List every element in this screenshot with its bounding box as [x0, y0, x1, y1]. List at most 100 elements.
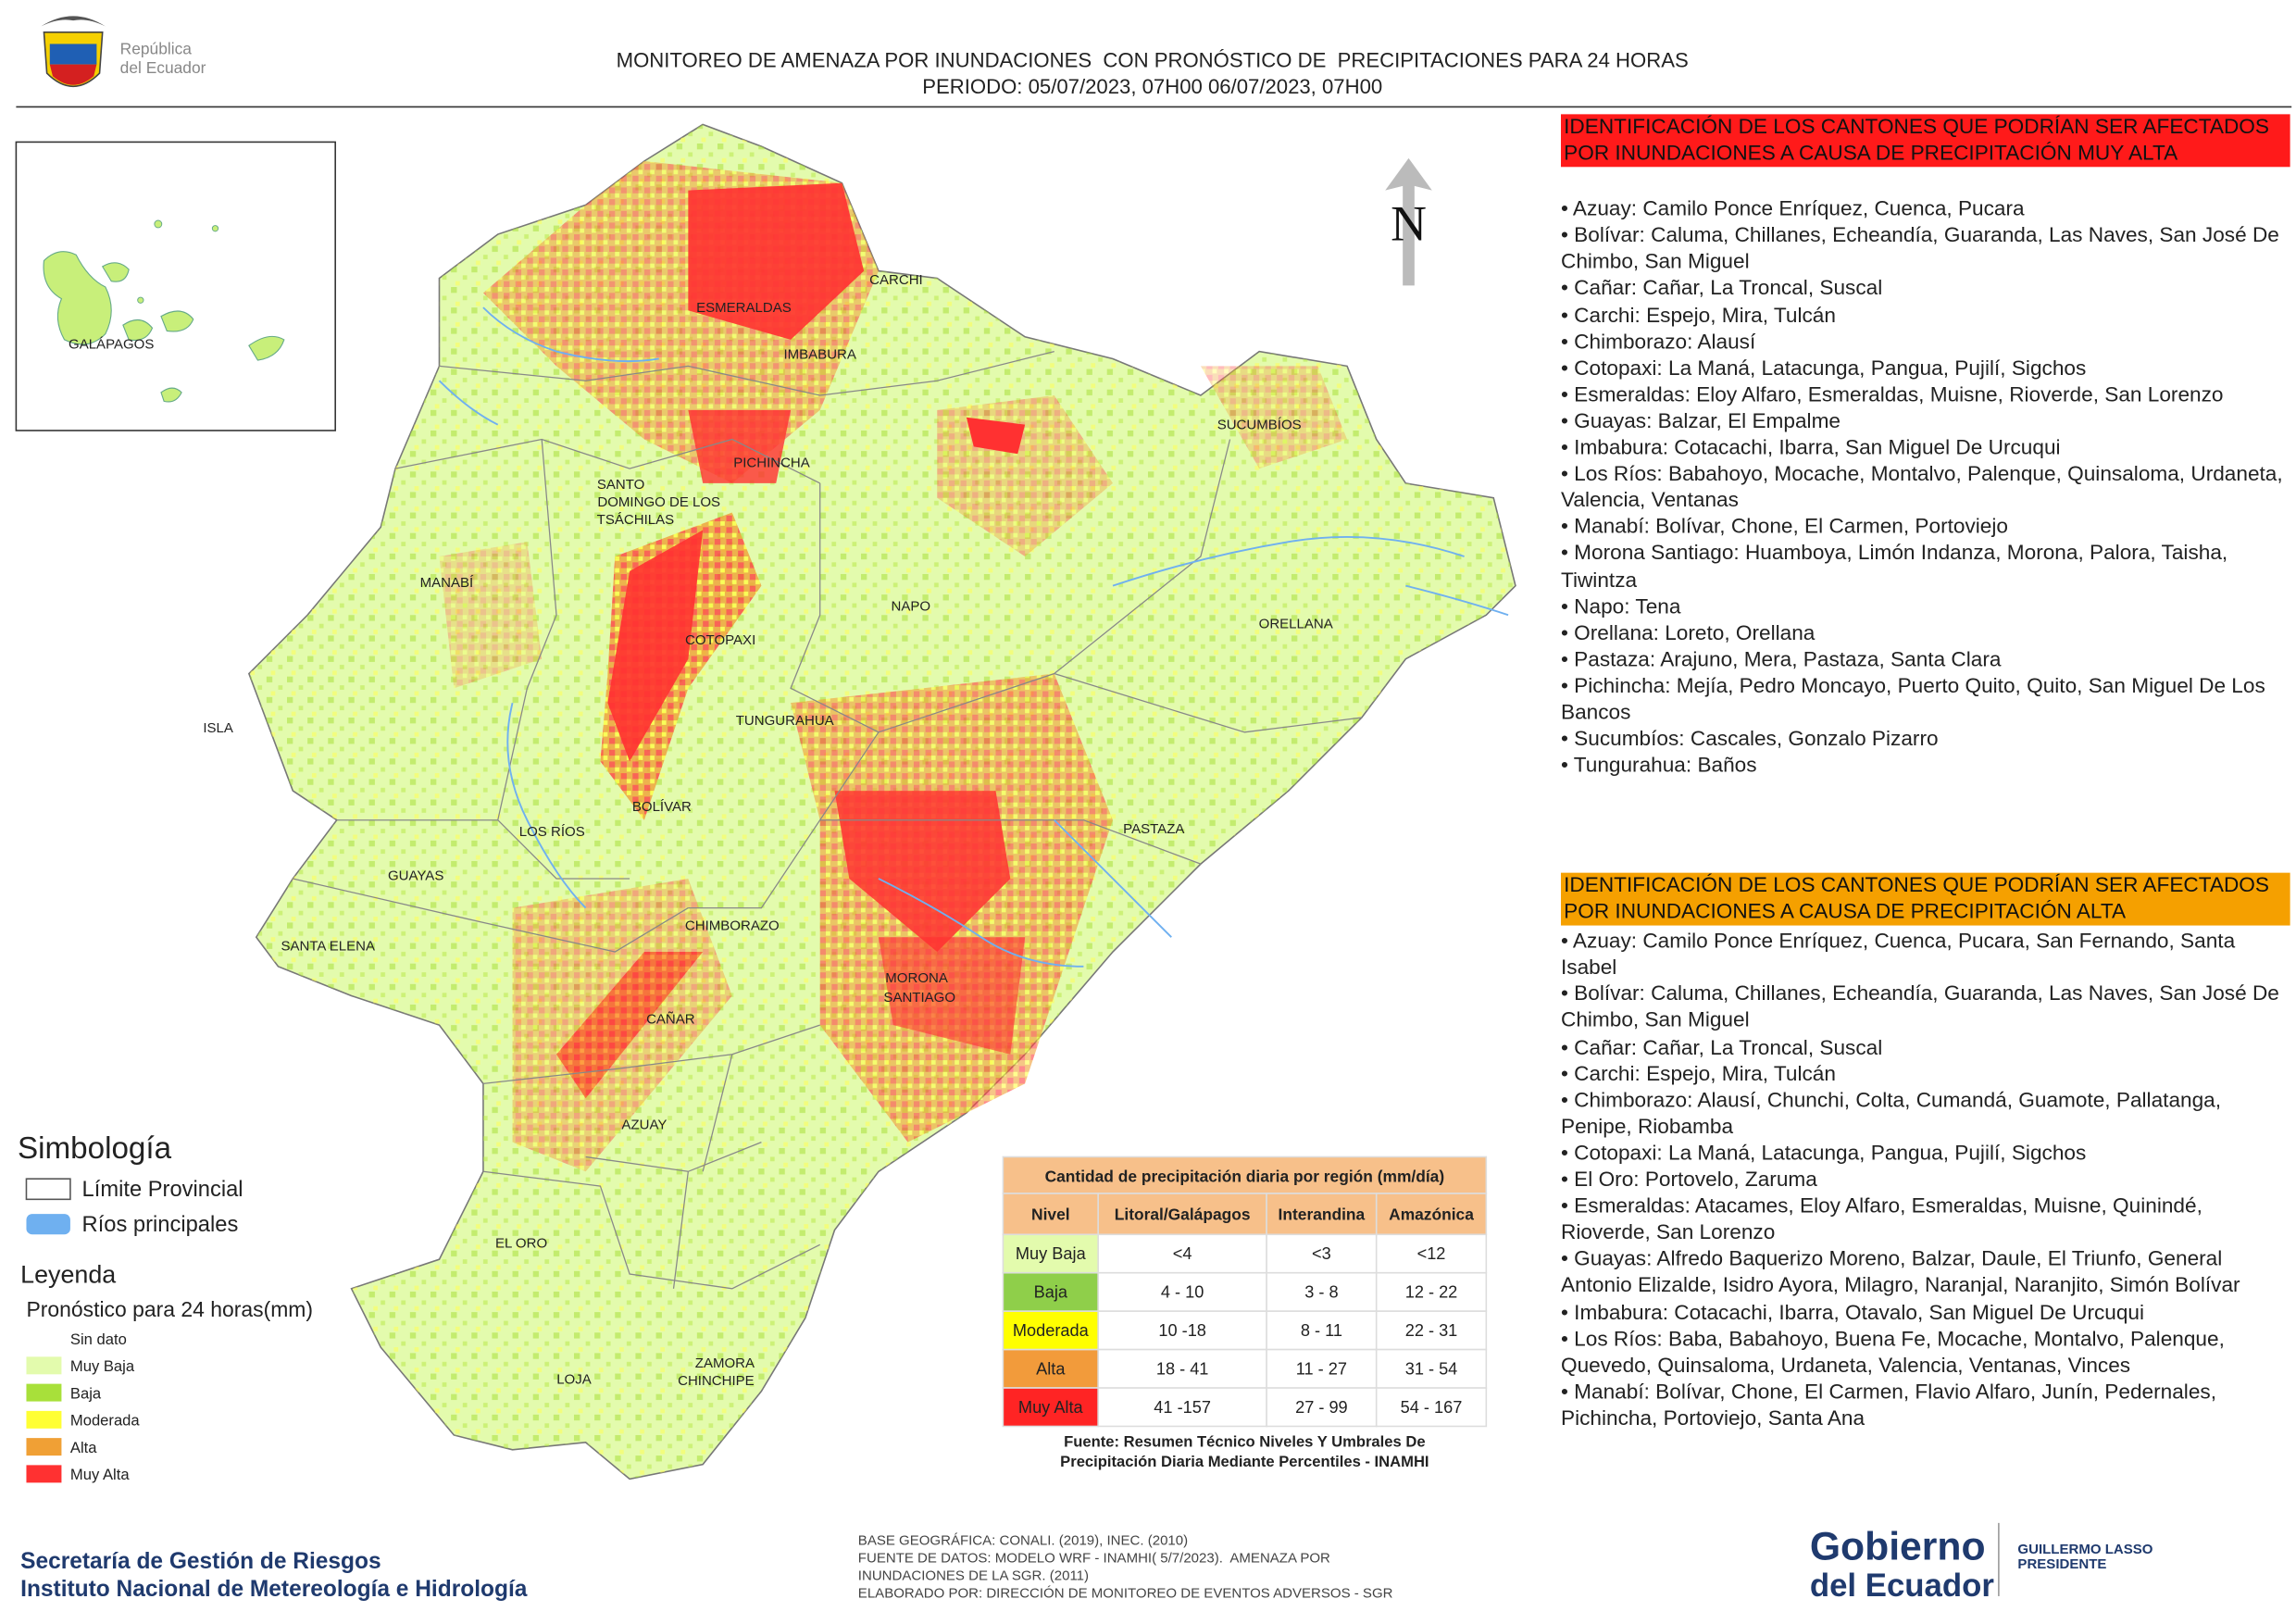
inset-map: GALÁPAGOS — [15, 141, 336, 431]
level-label: Alta — [1036, 1359, 1066, 1378]
canton-item: • Esmeraldas: Atacames, Eloy Alfaro, Esm… — [1560, 1194, 2202, 1245]
canton-item: • Sucumbíos: Cascales, Gonzalo Pizarro — [1560, 728, 1939, 752]
gobierno-text: Gobierno — [1810, 1524, 1986, 1568]
credit-line: INUNDACIONES DE LA SGR. (2011) — [858, 1568, 1089, 1584]
canton-item: • Cañar: Cañar, La Troncal, Suscal — [1560, 1036, 1883, 1060]
logo-text: del Ecuador — [120, 58, 206, 77]
province-label: SANTIAGO — [883, 990, 955, 1006]
level-cell — [1002, 1387, 1099, 1428]
canton-item: • Pastaza: Arajuno, Mera, Pastaza, Santa… — [1560, 648, 2002, 672]
canton-list: • Azuay: Camilo Ponce Enríquez, Cuenca, … — [1561, 196, 2290, 780]
legend-subtitle: Pronóstico para 24 horas(mm) — [26, 1297, 313, 1321]
legend-label: Baja — [70, 1384, 102, 1402]
credit-line: ELABORADO POR: DIRECCIÓN DE MONITOREO DE… — [858, 1586, 1393, 1602]
table-cell — [1375, 1271, 1488, 1312]
panel-heading: IDENTIFICACIÓN DE LOS CANTONES QUE PODRÍ… — [1560, 872, 2290, 926]
table-cell — [1097, 1233, 1267, 1274]
province-label: ESMERALDAS — [696, 300, 792, 316]
panel-heading: IDENTIFICACIÓN DE LOS CANTONES QUE PODRÍ… — [1560, 114, 2290, 168]
province-label: BOLÍVAR — [632, 799, 692, 815]
table-cell — [1266, 1271, 1378, 1312]
province-label: CHIMBORAZO — [685, 918, 780, 933]
canton-item: • Azuay: Camilo Ponce Enríquez, Cuenca, … — [1560, 197, 2025, 222]
legend-swatch — [26, 1214, 70, 1235]
table-value: <3 — [1312, 1244, 1331, 1263]
province-label: NAPO — [891, 599, 930, 615]
ecuador-map: CARCHI ESMERALDAS IMBABURA SUCUMBÍOS PIC… — [203, 123, 1516, 1480]
canton-list: • Azuay: Camilo Ponce Enríquez, Cuenca, … — [1561, 929, 2290, 1432]
canton-item: • Carchi: Espejo, Mira, Tulcán — [1560, 304, 1836, 328]
province-label: LOJA — [556, 1372, 592, 1388]
table-cell — [1266, 1310, 1378, 1351]
level-cell — [1002, 1233, 1099, 1274]
province-label: LOS RÍOS — [519, 824, 585, 840]
table-cell — [1266, 1348, 1378, 1389]
table-value: 54 - 167 — [1401, 1398, 1463, 1417]
institution: Instituto Nacional de Metereología e Hid… — [20, 1577, 528, 1602]
table-header: Interandina — [1279, 1205, 1366, 1223]
canton-item: • Imbabura: Cotacachi, Ibarra, San Migue… — [1560, 436, 2061, 460]
table-header-bg — [1375, 1193, 1488, 1236]
canton-item: • Tungurahua: Baños — [1560, 754, 1757, 779]
province-label: TUNGURAHUA — [736, 713, 834, 729]
legend-title: Simbología — [18, 1131, 172, 1166]
province-label: PASTAZA — [1123, 821, 1184, 837]
canton-item: • Manabí: Bolívar, Chone, El Carmen, Por… — [1560, 516, 2008, 540]
table-value: 41 -157 — [1154, 1398, 1211, 1417]
province-label: MORONA — [885, 970, 948, 986]
high-panel: IDENTIFICACIÓN DE LOS CANTONES QUE PODRÍ… — [1560, 872, 2290, 1432]
legend-title: Leyenda — [20, 1260, 116, 1288]
province-label: SANTA ELENA — [281, 938, 376, 954]
province-label: AZUAY — [621, 1117, 667, 1132]
canton-item: • Guayas: Alfredo Baquerizo Moreno, Balz… — [1560, 1248, 2240, 1298]
legend-swatch — [26, 1383, 62, 1402]
table-value: 10 -18 — [1158, 1321, 1206, 1340]
canton-item: • Orellana: Loreto, Orellana — [1560, 621, 1816, 645]
table-value: 18 - 41 — [1156, 1359, 1209, 1378]
canton-item: • Pichincha: Mejía, Pedro Moncayo, Puert… — [1560, 674, 2265, 725]
north-arrow: N — [1385, 157, 1432, 286]
canton-item: • Chimborazo: Alausí — [1560, 330, 1756, 355]
canton-item: • Chimborazo: Alausí, Chunchi, Colta, Cu… — [1560, 1089, 2222, 1140]
province-label: MANABÍ — [420, 575, 474, 591]
table-value: 11 - 27 — [1296, 1359, 1347, 1378]
province-label: SUCUMBÍOS — [1217, 417, 1302, 432]
credit-line: FUENTE DE DATOS: MODELO WRF - INAMHI( 5/… — [858, 1551, 1330, 1567]
table-source: Precipitación Diaria Mediante Percentile… — [1060, 1453, 1429, 1470]
canton-item: • Cañar: Cañar, La Troncal, Suscal — [1560, 277, 1883, 301]
level-label: Muy Alta — [1018, 1398, 1084, 1417]
canton-item: • El Oro: Portovelo, Zaruma — [1560, 1168, 1817, 1193]
table-title: Cantidad de precipitación diaria por reg… — [1045, 1167, 1445, 1185]
canton-item: • Carchi: Espejo, Mira, Tulcán — [1560, 1062, 1836, 1087]
gobierno-logo: Gobierno del Ecuador GUILLERMO LASSO PRE… — [1810, 1522, 2153, 1604]
title: MONITOREO DE AMENAZA POR INUNDACIONES CO… — [617, 49, 1689, 72]
legend-label: Límite Provincial — [82, 1178, 243, 1202]
subtitle: PERIODO: 05/07/2023, 07H00 06/07/2023, 0… — [922, 75, 1382, 98]
table-value: 31 - 54 — [1405, 1359, 1458, 1378]
table-value: 3 - 8 — [1304, 1283, 1338, 1302]
table-value: 4 - 10 — [1161, 1283, 1204, 1302]
table-header: Nivel — [1031, 1205, 1070, 1223]
table-value: 27 - 99 — [1295, 1398, 1348, 1417]
credits: BASE GEOGRÁFICA: CONALI. (2019), INEC. (… — [858, 1533, 1393, 1602]
legend-swatch — [26, 1410, 62, 1429]
level-label: Baja — [1034, 1283, 1068, 1302]
province-label: EL ORO — [495, 1236, 547, 1252]
president-text: GUILLERMO LASSO — [2017, 1542, 2152, 1557]
province-label: IMBABURA — [783, 346, 855, 362]
legend-label: Moderada — [70, 1412, 140, 1430]
level-cell — [1002, 1271, 1099, 1312]
credit-line: BASE GEOGRÁFICA: CONALI. (2019), INEC. (… — [858, 1533, 1188, 1549]
legend-swatch — [26, 1438, 62, 1456]
canton-item: • Cotopaxi: La Maná, Latacunga, Pangua, … — [1560, 1142, 2087, 1166]
logo-text: República — [120, 40, 193, 58]
legend: Simbología Límite Provincial Ríos princi… — [18, 1131, 313, 1483]
table-value: 8 - 11 — [1301, 1321, 1342, 1340]
province-label: CARCHI — [869, 272, 923, 288]
legend-label: Muy Baja — [70, 1357, 135, 1375]
table-value: 12 - 22 — [1405, 1283, 1458, 1302]
table-header-bg — [1097, 1193, 1267, 1236]
canton-item: • Los Ríos: Babahoyo, Mocache, Montalvo,… — [1560, 462, 2283, 513]
